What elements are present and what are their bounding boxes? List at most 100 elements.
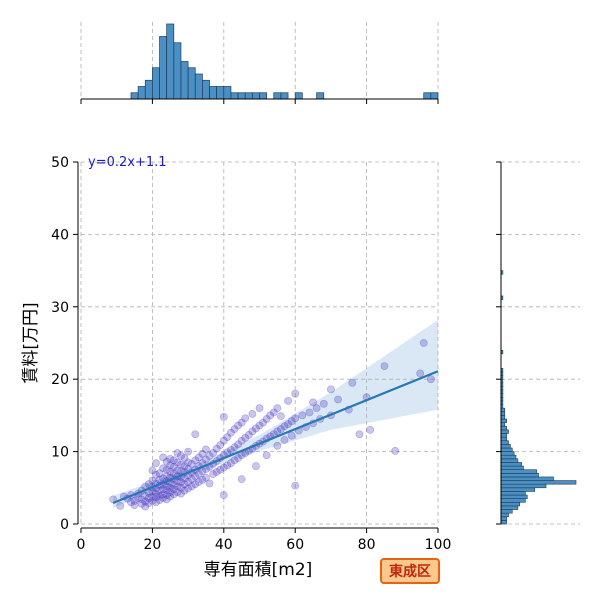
xhist-bar <box>137 86 146 100</box>
yhist-bar <box>500 444 511 449</box>
yhist-bar <box>500 440 509 445</box>
scatter-point <box>162 465 171 474</box>
scatter-point <box>166 461 175 470</box>
scatter-point <box>291 481 300 490</box>
scatter-point <box>194 453 203 462</box>
axes-layer: 0 20 40 60 80 100 0 10 20 30 40 50 <box>51 155 451 553</box>
xhist-bar <box>273 92 282 100</box>
yhist-bar <box>500 436 507 442</box>
yhist-bar <box>500 483 547 489</box>
scatter-point <box>194 470 203 478</box>
yhist-bar <box>500 509 513 514</box>
scatter-point <box>366 425 375 434</box>
scatter-point <box>391 446 400 455</box>
yhist-bar <box>500 454 517 460</box>
scatter-point <box>223 461 232 470</box>
scatter-point <box>426 375 435 384</box>
yhist-bar <box>500 462 522 467</box>
scatter-point <box>291 414 300 423</box>
scatter-point <box>298 411 307 420</box>
scatter-point <box>184 484 192 493</box>
scatter-point <box>155 496 164 505</box>
scatter-point <box>155 491 164 500</box>
scatter-point <box>237 475 246 484</box>
scatter-point <box>159 490 168 499</box>
xhist-bar <box>237 92 246 100</box>
xhist-bar <box>316 92 325 100</box>
scatter-point <box>162 482 171 491</box>
scatter-point <box>159 485 168 494</box>
scatter-point <box>169 462 178 471</box>
scatter-point <box>227 459 235 468</box>
scatter-point <box>227 428 235 437</box>
scatter-point <box>148 476 157 485</box>
scatter-point <box>273 427 282 436</box>
xhist-bar <box>430 92 439 100</box>
y-tick-label: 20 <box>51 372 69 388</box>
scatter-point <box>159 494 168 502</box>
scatter-point <box>230 425 239 434</box>
scatter-point <box>180 486 189 495</box>
scatter-point <box>355 430 364 439</box>
scatter-point <box>162 486 171 494</box>
y-axis-label: 賃料[万円] <box>21 302 41 383</box>
xhist-bar <box>202 79 210 100</box>
scatter-point <box>348 378 357 387</box>
scatter-point <box>216 465 225 474</box>
scatter-point <box>184 447 192 456</box>
scatter-point <box>280 436 289 444</box>
xhist-bar <box>187 67 196 100</box>
scatter-point <box>198 449 207 458</box>
scatter-point <box>162 495 171 504</box>
scatter-point <box>180 462 189 470</box>
scatter-point <box>419 339 428 347</box>
yhist-bar <box>500 491 526 496</box>
scatter-point <box>155 469 164 478</box>
scatter-point <box>259 418 267 427</box>
scatter-point <box>116 501 125 510</box>
scatter-point <box>255 421 264 430</box>
scatter-point <box>166 483 175 492</box>
scatter-point <box>191 480 200 489</box>
scatter-point <box>184 478 192 486</box>
xhist-bar <box>159 36 168 100</box>
scatter-point <box>209 470 217 478</box>
yhist-bar <box>500 407 506 413</box>
scatter-point <box>262 415 271 423</box>
scatter-point <box>177 483 185 492</box>
x-tick-label: 0 <box>77 537 86 553</box>
xhist-bar <box>180 61 189 100</box>
scatter-point <box>191 456 200 465</box>
scatter-point <box>291 389 300 398</box>
scatter-point <box>187 475 196 484</box>
scatter-point <box>177 452 185 460</box>
yhist-bar <box>500 469 537 474</box>
scatter-point <box>241 433 250 442</box>
xhist-bar <box>252 92 260 100</box>
scatter-point <box>152 470 160 479</box>
xhist-bar <box>223 86 232 100</box>
scatter-point <box>173 488 182 497</box>
scatter-point <box>234 440 242 449</box>
scatter-point <box>177 489 185 498</box>
scatter-point <box>227 446 235 455</box>
scatter-point <box>287 417 296 426</box>
scatter-point <box>177 460 185 469</box>
scatter-point <box>177 478 185 486</box>
yhist-bar <box>500 433 507 438</box>
scatter-point <box>219 436 228 445</box>
scatter-point <box>191 472 200 481</box>
scatter-point <box>248 410 257 418</box>
scatter-point <box>152 493 160 502</box>
yhist-bar <box>500 512 509 518</box>
scatter-point <box>269 408 278 417</box>
scatter-point <box>280 422 289 431</box>
scatter-point <box>234 454 242 463</box>
x-tick-label: 100 <box>425 537 452 553</box>
scatter-point <box>309 398 317 407</box>
grid-layer <box>80 161 439 525</box>
scatter-point <box>169 469 178 478</box>
scatter-point <box>202 473 210 482</box>
yhist-bar <box>500 415 506 420</box>
